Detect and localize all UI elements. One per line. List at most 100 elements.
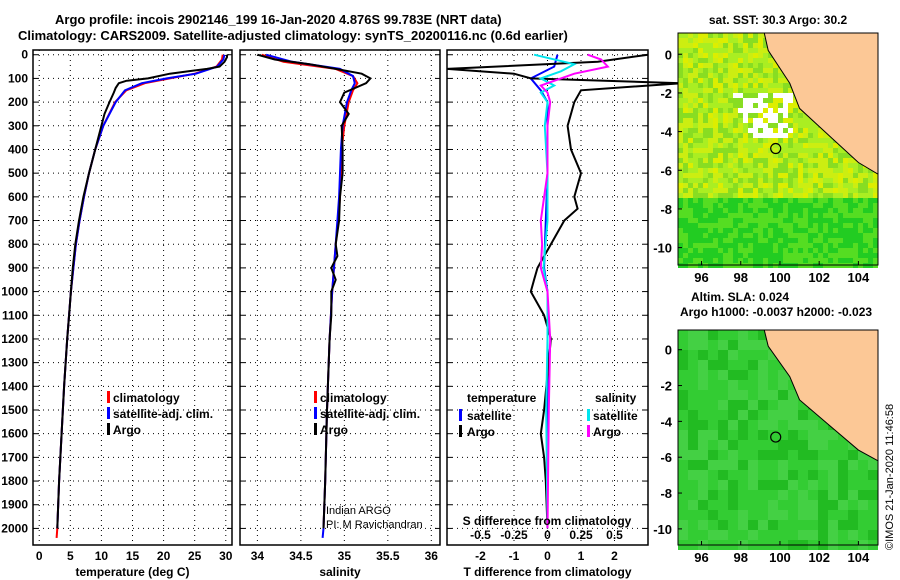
map-cell bbox=[763, 248, 768, 253]
map-cell bbox=[853, 208, 858, 213]
map-cell bbox=[693, 38, 698, 43]
y-tick-label: 100 bbox=[8, 71, 28, 85]
map-cell bbox=[873, 228, 878, 233]
map-cell bbox=[773, 248, 778, 253]
map-cell bbox=[728, 223, 733, 228]
map-cell bbox=[693, 123, 698, 128]
map-cell bbox=[773, 213, 778, 218]
map-cell bbox=[723, 173, 728, 178]
map-cell bbox=[723, 208, 728, 213]
map-cell bbox=[788, 203, 793, 208]
map-cell bbox=[728, 253, 733, 258]
map-y-tick-label: -4 bbox=[660, 414, 672, 429]
map-cell bbox=[743, 253, 748, 258]
map-cell bbox=[693, 113, 698, 118]
map-cell bbox=[743, 88, 748, 93]
map-cell bbox=[698, 138, 703, 143]
map-cell bbox=[818, 168, 823, 173]
s-tick-label: 0.5 bbox=[606, 528, 623, 542]
map-cell bbox=[713, 183, 718, 188]
map-cell bbox=[698, 73, 703, 78]
map-cell bbox=[808, 233, 813, 238]
map-cell bbox=[798, 530, 808, 540]
map-cell bbox=[858, 253, 863, 258]
map-cell bbox=[708, 58, 713, 63]
map-cell bbox=[738, 123, 743, 128]
map-cell bbox=[818, 208, 823, 213]
map-cell bbox=[853, 183, 858, 188]
map-cell bbox=[688, 208, 693, 213]
map-cell bbox=[678, 88, 683, 93]
map-cell bbox=[773, 203, 778, 208]
map-cell bbox=[713, 33, 718, 38]
map-cell bbox=[703, 88, 708, 93]
map-cell bbox=[678, 93, 683, 98]
map-cell bbox=[723, 98, 728, 103]
map-cell bbox=[718, 153, 723, 158]
map-cell bbox=[873, 193, 878, 198]
map-cell bbox=[808, 183, 813, 188]
map-cell bbox=[698, 108, 703, 113]
map-cell bbox=[778, 173, 783, 178]
map-cell bbox=[838, 470, 848, 480]
legend-swatch bbox=[107, 407, 110, 419]
map-cell bbox=[713, 213, 718, 218]
map-cell bbox=[683, 118, 688, 123]
map-cell bbox=[763, 258, 768, 263]
map-cell bbox=[728, 48, 733, 53]
map-cell bbox=[788, 460, 798, 470]
map-cell bbox=[738, 98, 743, 103]
map-cell bbox=[678, 233, 683, 238]
map-cell bbox=[748, 93, 753, 98]
map-cell bbox=[768, 470, 778, 480]
map-cell bbox=[823, 243, 828, 248]
map-cell bbox=[678, 390, 688, 400]
legend-swatch bbox=[107, 391, 110, 403]
map-cell bbox=[838, 173, 843, 178]
map-cell bbox=[753, 133, 758, 138]
map-cell bbox=[723, 153, 728, 158]
map-cell bbox=[788, 410, 798, 420]
map-cell bbox=[793, 118, 798, 123]
map-cell bbox=[813, 143, 818, 148]
map-cell bbox=[693, 178, 698, 183]
map-cell bbox=[708, 68, 713, 73]
map-y-tick-label: -10 bbox=[653, 241, 672, 256]
map-cell bbox=[738, 178, 743, 183]
map-cell bbox=[678, 243, 683, 248]
map-cell bbox=[848, 510, 858, 520]
map-cell bbox=[738, 400, 748, 410]
map-cell bbox=[763, 173, 768, 178]
map-cell bbox=[698, 38, 703, 43]
map-cell bbox=[758, 93, 763, 98]
s-tick-label: -0.5 bbox=[470, 528, 491, 542]
map-cell bbox=[798, 470, 808, 480]
map-cell bbox=[718, 193, 723, 198]
map-cell bbox=[778, 460, 788, 470]
map-cell bbox=[833, 173, 838, 178]
map-cell bbox=[788, 158, 793, 163]
map-cell bbox=[728, 158, 733, 163]
map-cell bbox=[843, 213, 848, 218]
map-cell bbox=[738, 53, 743, 58]
map-cell bbox=[738, 253, 743, 258]
map-cell bbox=[738, 193, 743, 198]
y-tick-label: 1800 bbox=[1, 474, 28, 488]
legend-title-temperature: temperature bbox=[467, 391, 537, 405]
s-axis-label: S difference from climatology bbox=[463, 514, 632, 528]
map-cell bbox=[788, 450, 798, 460]
map-cell bbox=[678, 163, 683, 168]
map-cell bbox=[798, 158, 803, 163]
map-cell bbox=[688, 98, 693, 103]
map-cell bbox=[788, 420, 798, 430]
map-cell bbox=[758, 123, 763, 128]
map-cell bbox=[783, 198, 788, 203]
map-cell bbox=[818, 193, 823, 198]
map-cell bbox=[718, 98, 723, 103]
map-cell bbox=[728, 430, 738, 440]
map-cell bbox=[818, 248, 823, 253]
map-cell bbox=[713, 68, 718, 73]
map-cell bbox=[828, 213, 833, 218]
map-cell bbox=[753, 158, 758, 163]
map-cell bbox=[848, 173, 853, 178]
